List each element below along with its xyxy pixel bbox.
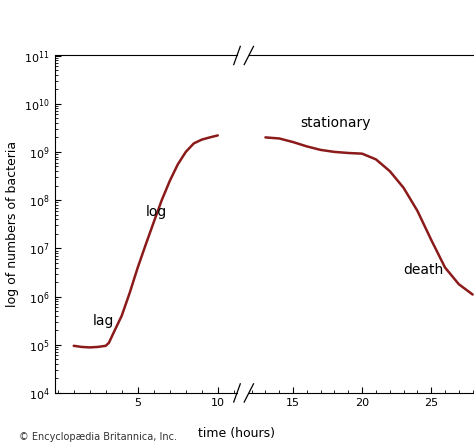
Text: death: death (403, 263, 444, 278)
Text: © Encyclopædia Britannica, Inc.: © Encyclopædia Britannica, Inc. (19, 432, 177, 442)
Text: log: log (146, 205, 167, 219)
Text: lag: lag (93, 314, 114, 328)
Text: time (hours): time (hours) (199, 427, 275, 440)
Text: stationary: stationary (300, 116, 371, 131)
Y-axis label: log of numbers of bacteria: log of numbers of bacteria (6, 141, 18, 307)
